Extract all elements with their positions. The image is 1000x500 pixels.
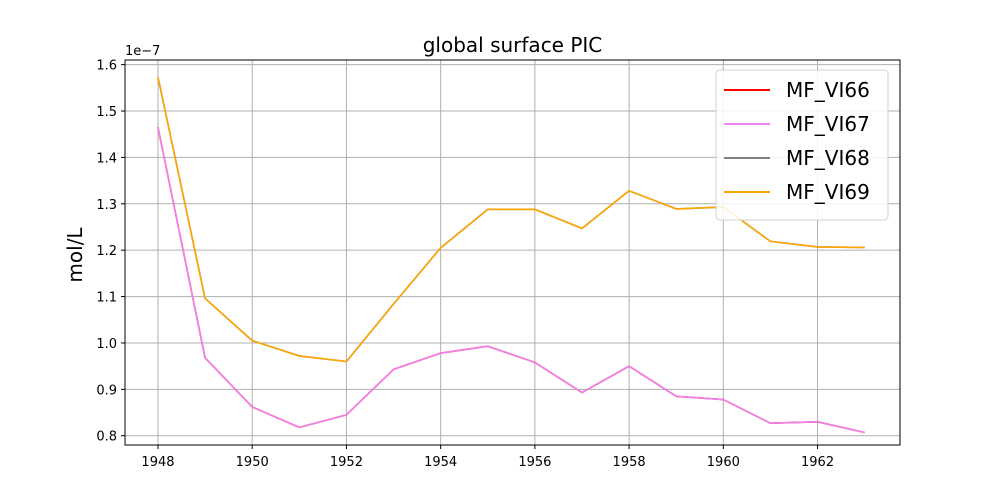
x-tick-label: 1962 bbox=[801, 455, 834, 470]
axis-ticks: 1948 1950 1952 1954 1956 1958 1960 1962 0.8 0.9 1.… bbox=[96, 59, 834, 470]
y-tick-label: 1.0 bbox=[96, 337, 117, 352]
plot-area-frame bbox=[124, 59, 901, 446]
y-tick-label: 0.8 bbox=[96, 430, 117, 445]
y-tick-label: 0.9 bbox=[96, 383, 117, 398]
legend-label: MF_VI68 bbox=[786, 146, 870, 170]
y-axis-label: mol/L bbox=[63, 227, 87, 283]
y-tick-label: 1.5 bbox=[96, 105, 117, 120]
chart-title: global surface PIC bbox=[423, 33, 603, 57]
y-tick-label: 1.4 bbox=[96, 151, 117, 166]
series-line-mf-vi67 bbox=[157, 127, 865, 434]
x-tick-label: 1960 bbox=[707, 455, 740, 470]
y-tick-label: 1.1 bbox=[96, 291, 117, 306]
x-tick-label: 1956 bbox=[518, 455, 551, 470]
legend-box bbox=[715, 69, 889, 221]
legend-label: MF_VI67 bbox=[786, 112, 870, 136]
legend: MF_VI66 MF_VI67 MF_VI68 MF_VI69 bbox=[715, 69, 889, 221]
y-tick-label: 1.2 bbox=[96, 244, 117, 259]
series-line-mf-vi69 bbox=[157, 76, 865, 363]
x-tick-label: 1952 bbox=[330, 455, 363, 470]
x-tick-label: 1948 bbox=[141, 455, 174, 470]
series-lines bbox=[157, 76, 865, 434]
y-tick-label: 1.3 bbox=[96, 198, 117, 213]
legend-label: MF_VI69 bbox=[786, 180, 870, 204]
y-offset-label: 1e−7 bbox=[125, 44, 160, 59]
y-tick-label: 1.6 bbox=[96, 59, 117, 74]
x-tick-label: 1958 bbox=[613, 455, 646, 470]
x-tick-label: 1954 bbox=[424, 455, 457, 470]
x-tick-label: 1950 bbox=[236, 455, 269, 470]
legend-label: MF_VI66 bbox=[786, 78, 870, 102]
